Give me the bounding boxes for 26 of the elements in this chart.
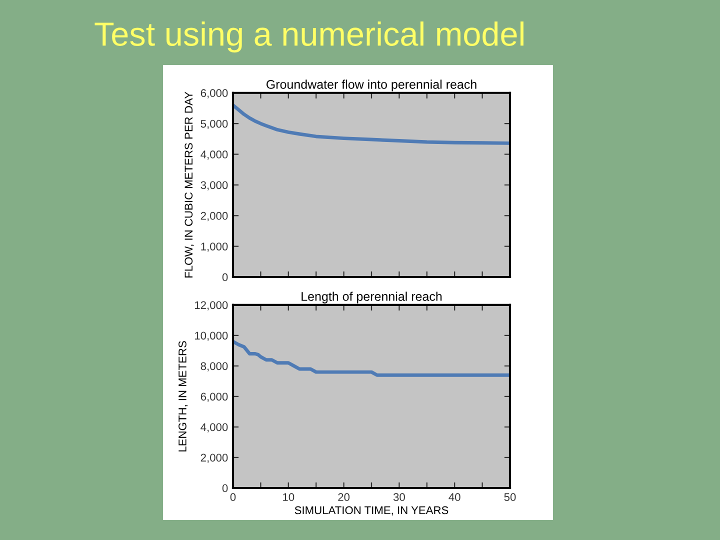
x-tick-label: 30 xyxy=(393,493,405,502)
chart-title: Test using a numerical model xyxy=(94,21,524,53)
y-tick-label: 1,000 xyxy=(201,242,228,252)
y-tick-label: 3,000 xyxy=(200,181,228,190)
x-tick-label: 20 xyxy=(338,493,350,502)
x-tick-label: 40 xyxy=(448,493,460,502)
y-tick-label: 6,000 xyxy=(200,392,228,402)
y-axis-title: LENGTH, IN METERS xyxy=(178,341,188,452)
y-tick-label: 8,000 xyxy=(200,362,228,372)
y-tick-label: 4,000 xyxy=(200,150,228,160)
y-tick-label: 4,000 xyxy=(200,423,228,432)
y-tick-label: 2,000 xyxy=(200,212,228,222)
chart-subtitle: Groundwater flow into perennial reach xyxy=(266,80,476,92)
y-tick-label: 5,000 xyxy=(200,120,228,130)
y-tick-label: 6,000 xyxy=(200,89,228,98)
y-tick-label: 0 xyxy=(222,484,228,492)
y-axis-title: FLOW, IN CUBIC METERS PER DAY xyxy=(184,92,194,278)
x-tick-label: 10 xyxy=(283,493,294,502)
x-tick-label: 0 xyxy=(230,493,236,502)
y-tick-label: 0 xyxy=(222,273,228,282)
y-tick-label: 2,000 xyxy=(200,454,228,463)
chart-title: Length of perennial reach xyxy=(302,292,442,304)
y-tick-label: 12,000 xyxy=(195,301,228,310)
x-tick-label: 50 xyxy=(504,493,516,502)
y-tick-label: 10,000 xyxy=(195,332,228,341)
x-axis-title: SIMULATION TIME, IN YEARS xyxy=(294,506,448,516)
